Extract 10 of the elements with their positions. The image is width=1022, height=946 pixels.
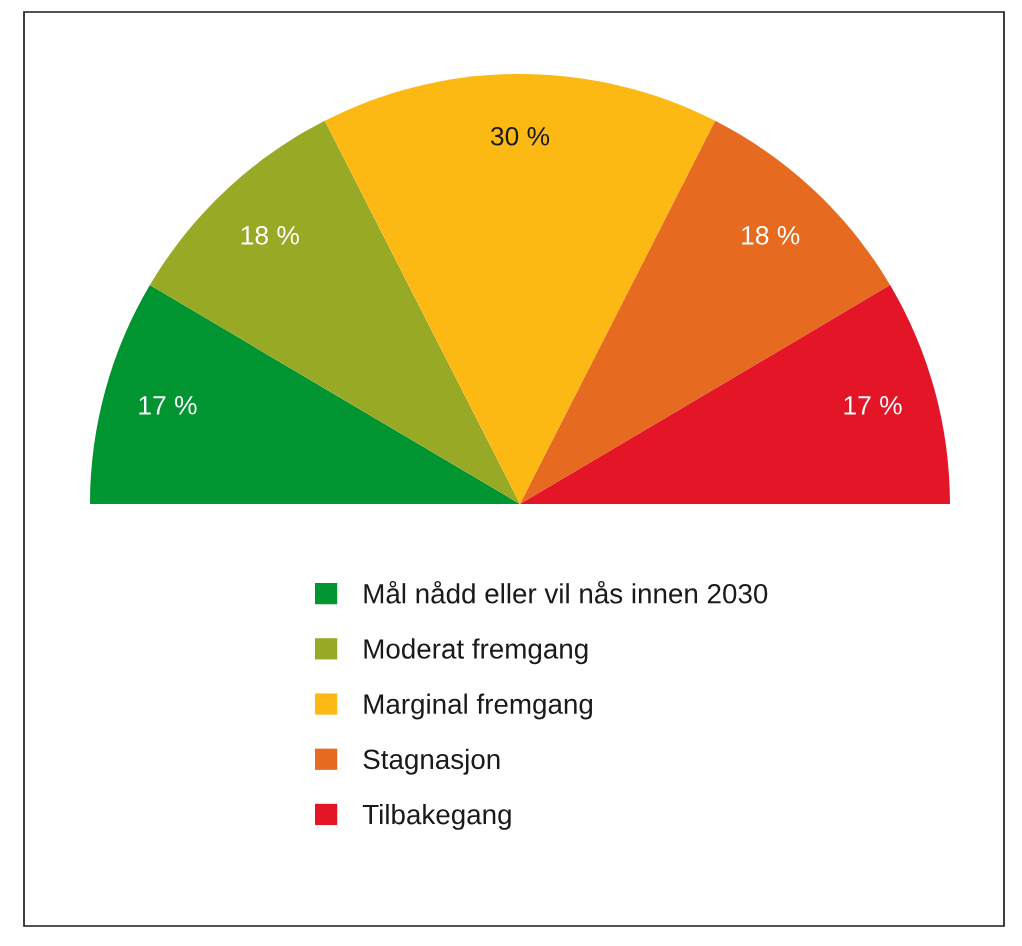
legend-label: Marginal fremgang xyxy=(364,693,593,720)
data-label: 17 % xyxy=(139,396,197,415)
legend-label: Tilbakegang xyxy=(362,803,511,830)
legend-label: Mål nådd eller vil nås innen 2030 xyxy=(364,580,768,604)
data-label: 18 % xyxy=(742,225,800,245)
legend-label: Moderat fremgang xyxy=(364,638,588,665)
data-label: 18 % xyxy=(241,225,299,245)
data-label: 17 % xyxy=(844,396,902,415)
data-label: 30 % xyxy=(490,126,550,146)
legend-label: Stagnasjon xyxy=(363,748,500,775)
